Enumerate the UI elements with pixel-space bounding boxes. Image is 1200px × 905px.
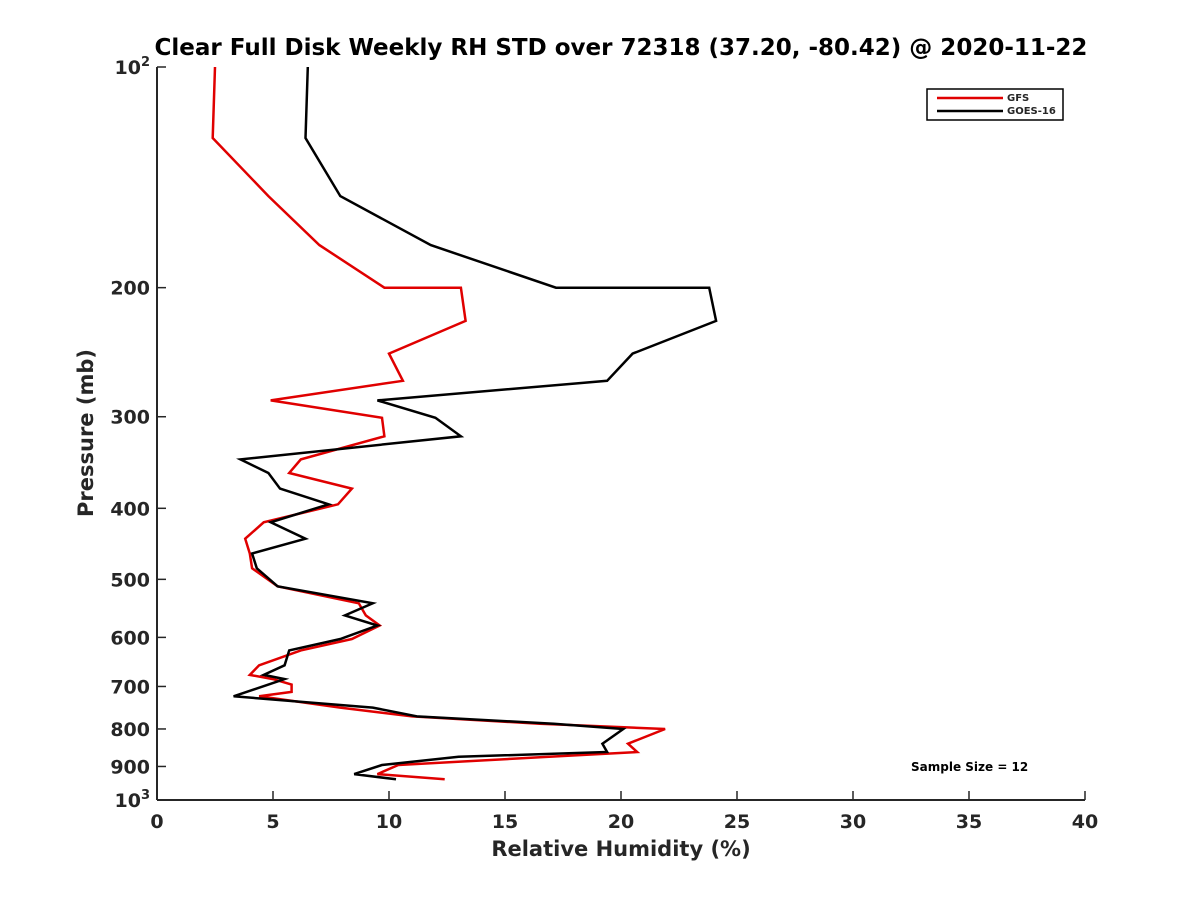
y-tick-label: 300	[110, 407, 150, 429]
x-tick-label: 20	[608, 811, 634, 833]
x-tick-label: 10	[376, 811, 402, 833]
x-tick-label: 0	[150, 811, 163, 833]
y-tick-label: 103	[115, 788, 151, 812]
series-layer	[211, 66, 718, 781]
x-tick-label: 30	[840, 811, 866, 833]
y-tick-label: 800	[110, 719, 150, 741]
x-tick-label: 35	[956, 811, 982, 833]
plot-area	[157, 67, 1085, 800]
x-ticks: 0 5 10 15 20 25 30 35 40	[150, 791, 1098, 833]
y-tick-label: 500	[110, 569, 150, 591]
legend-label-goes-16: GOES-16	[1007, 106, 1056, 117]
x-tick-label: 15	[492, 811, 518, 833]
y-ticks: 102 200 300 400 500 600 700 800 900 103	[110, 55, 166, 812]
x-tick-label: 25	[724, 811, 750, 833]
legend-box	[926, 88, 1064, 121]
y-tick-label: 600	[110, 627, 150, 649]
x-axis-label: Relative Humidity (%)	[491, 837, 750, 861]
series-line-goes-16	[233, 66, 718, 781]
y-tick-label: 400	[110, 498, 150, 520]
y-tick-label: 102	[115, 55, 151, 79]
y-axis-label: Pressure (mb)	[74, 349, 98, 517]
plot-area-background	[157, 67, 1085, 800]
x-tick-label: 40	[1072, 811, 1098, 833]
y-tick-label: 700	[110, 676, 150, 698]
x-tick-label: 5	[266, 811, 279, 833]
y-tick-label: 900	[110, 756, 150, 778]
legend-label-gfs: GFS	[1007, 93, 1029, 104]
chart-title: Clear Full Disk Weekly RH STD over 72318…	[155, 35, 1088, 61]
sample-size-annotation: Sample Size = 12	[911, 760, 1028, 774]
legend: GFS GOES-16	[926, 88, 1064, 121]
y-tick-label: 200	[110, 278, 150, 300]
